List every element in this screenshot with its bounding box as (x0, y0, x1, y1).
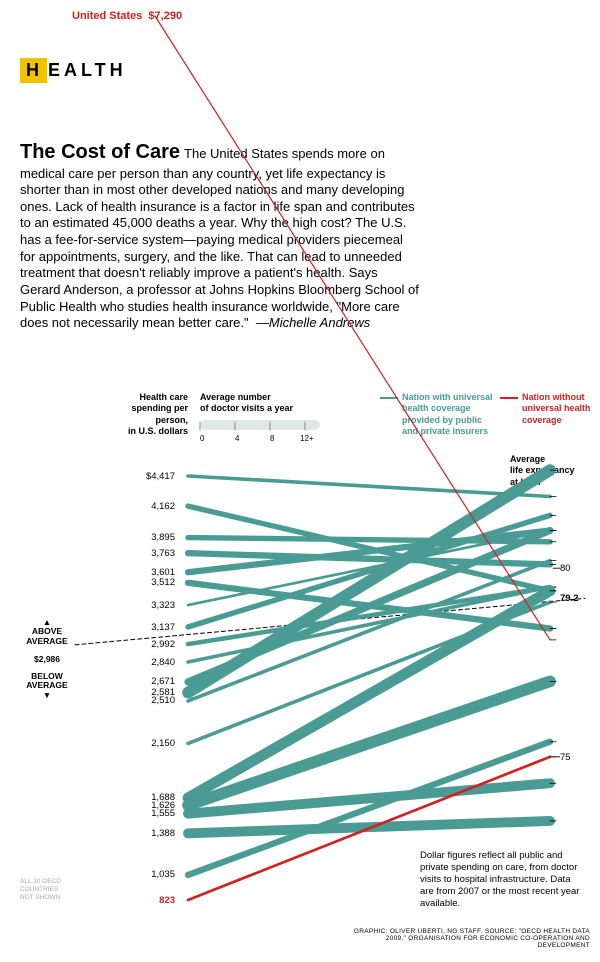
country-spend: 4,162 (135, 501, 175, 512)
above-average-text: ABOVE AVERAGE (26, 626, 67, 645)
above-average-label: ▲ABOVE AVERAGE (22, 618, 72, 646)
article-byline: —Michelle Andrews (256, 315, 370, 330)
country-spend: 3,323 (135, 600, 175, 611)
life-tick-75: 75 (560, 752, 571, 763)
country-spend: 1,555 (135, 808, 175, 819)
down-triangle-icon: ▼ (43, 690, 51, 700)
visits-tick-0: 0 (200, 434, 204, 443)
life-tick-80: 80 (560, 563, 571, 574)
us-value: $7,290 (148, 10, 182, 22)
section-badge: HEALTH (20, 58, 127, 83)
header-spending: Health care spending per person, in U.S.… (98, 392, 188, 437)
legend-no-universal: Nation without universal health coverage (500, 392, 591, 426)
all-countries-note: ALL 30 OECD COUNTRIES NOT SHOWN (20, 878, 61, 901)
visits-axis-bg (200, 420, 320, 430)
country-spend: 3,763 (135, 548, 175, 559)
article-title: The Cost of Care (20, 141, 180, 163)
visits-tick-4: 4 (235, 434, 239, 443)
us-spending-callout: United States $7,290 (72, 10, 182, 22)
country-spend: 2,150 (135, 738, 175, 749)
header-life: Average life expectancy at birth (510, 454, 575, 488)
footnote: Dollar figures reflect all public and pr… (420, 850, 580, 909)
average-value: $2,986 (22, 655, 72, 664)
visits-tick-8: 8 (270, 434, 274, 443)
below-average-label: BELOW AVERAGE▼ (22, 672, 72, 700)
article-block: The Cost of CareThe United States spends… (20, 140, 420, 332)
legend-nouniversal-swatch (500, 397, 518, 399)
country-spend: 2,840 (135, 657, 175, 668)
country-spend: 1,388 (135, 828, 175, 839)
country-spend: 1,035 (135, 869, 175, 880)
credit-line: GRAPHIC: OLIVER UBERTI, NG STAFF. SOURCE… (340, 928, 590, 949)
country-spend: 2,671 (135, 676, 175, 687)
us-label: United States (72, 10, 142, 22)
visits-tick-12: 12+ (300, 434, 314, 443)
country-spend: 3,895 (135, 532, 175, 543)
badge-boxed-letter: H (20, 58, 47, 83)
header-visits: Average number of doctor visits a year (200, 392, 293, 415)
country-spend: 2,510 (135, 695, 175, 706)
life-tick-avg: 79.2 (560, 593, 579, 604)
country-spend: 3,601 (135, 567, 175, 578)
legend-universal: Nation with universal health coverage pr… (380, 392, 493, 437)
legend-universal-label: Nation with universal health coverage pr… (402, 392, 493, 437)
country-spend: 2,992 (135, 639, 175, 650)
article-body: The United States spends more on medical… (20, 146, 419, 330)
legend-universal-swatch (380, 397, 398, 399)
country-spend: 3,137 (135, 622, 175, 633)
country-spend: 3,512 (135, 577, 175, 588)
legend-nouniversal-label: Nation without universal health coverage (522, 392, 591, 426)
below-average-text: BELOW AVERAGE (26, 671, 67, 690)
country-spend: 823 (135, 895, 175, 906)
badge-rest: EALTH (48, 60, 127, 80)
visits-axis: 0 4 8 12+ (200, 420, 320, 446)
country-spend: $4,417 (135, 471, 175, 482)
infographic-page: { "badge": { "boxed_letter": "H", "rest"… (0, 0, 600, 962)
